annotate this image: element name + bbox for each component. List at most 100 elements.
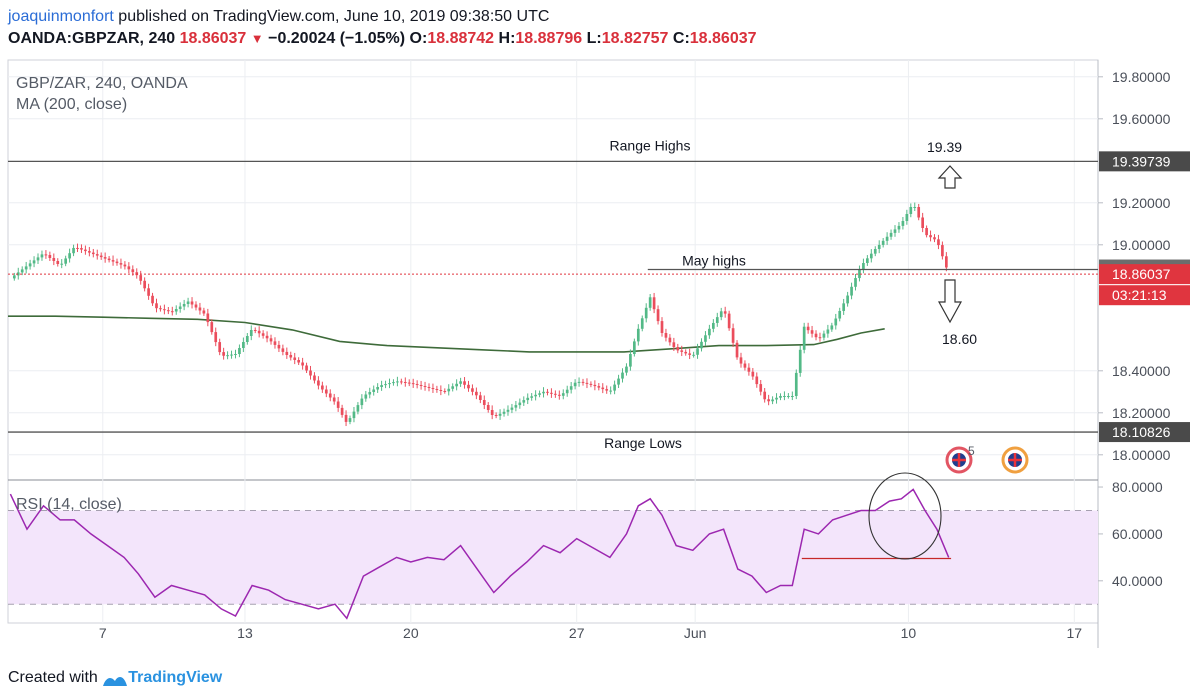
candle-body bbox=[842, 303, 846, 311]
candle-body bbox=[170, 311, 174, 313]
author-link[interactable]: joaquinmonfort bbox=[8, 8, 114, 25]
candle-body bbox=[585, 382, 589, 384]
candle-body bbox=[340, 407, 344, 415]
flag-event-icon-2[interactable] bbox=[1001, 446, 1029, 474]
candle-body bbox=[324, 389, 328, 394]
candle-body bbox=[941, 245, 944, 257]
rsi-line bbox=[9, 488, 950, 620]
candle-body bbox=[163, 309, 166, 311]
candle-body bbox=[917, 207, 921, 218]
candle-body bbox=[708, 328, 711, 336]
candle-body bbox=[16, 272, 20, 276]
candle-body bbox=[506, 409, 510, 412]
candle-body bbox=[798, 349, 802, 373]
candle-body bbox=[289, 355, 293, 358]
candle-body bbox=[285, 351, 289, 355]
candle-body bbox=[107, 258, 111, 261]
candle-body bbox=[838, 310, 842, 319]
candle-body bbox=[336, 401, 340, 408]
candle-body bbox=[182, 304, 186, 307]
x-tick-label: Jun bbox=[684, 625, 707, 641]
price-scale-label-bg bbox=[1099, 264, 1190, 285]
candle-body bbox=[498, 413, 502, 416]
candle-body bbox=[48, 255, 52, 258]
candle-body bbox=[609, 390, 613, 392]
price-scale-label: 18.86037 bbox=[1112, 266, 1171, 282]
candle-body bbox=[893, 229, 897, 233]
x-tick-label: 13 bbox=[237, 625, 253, 641]
candle-body bbox=[293, 357, 297, 360]
candle-body bbox=[522, 400, 526, 403]
candle-body bbox=[467, 384, 470, 389]
candle-body bbox=[901, 221, 905, 226]
x-tick-label: 20 bbox=[403, 625, 419, 641]
candle-body bbox=[356, 405, 360, 412]
candle-body bbox=[265, 335, 269, 339]
candle-body bbox=[174, 309, 178, 312]
candle-body bbox=[111, 260, 115, 262]
candle-body bbox=[234, 354, 237, 355]
candle-body bbox=[305, 365, 308, 371]
symbol-name: OANDA:GBPZAR, 240 bbox=[8, 30, 180, 47]
rsi-indicator-label: RSI (14, close) bbox=[16, 496, 122, 513]
candle-body bbox=[419, 385, 423, 386]
candle-body bbox=[625, 366, 628, 373]
candle-body bbox=[684, 351, 688, 354]
candle-body bbox=[443, 391, 447, 392]
candle-body bbox=[447, 388, 451, 392]
y-tick-label: 19.80000 bbox=[1112, 69, 1171, 85]
candle-body bbox=[554, 393, 557, 395]
candle-body bbox=[281, 348, 285, 352]
candle-body bbox=[368, 392, 372, 395]
low-value: 18.82757 bbox=[601, 30, 669, 47]
candle-body bbox=[277, 344, 281, 349]
candle-body bbox=[644, 307, 648, 319]
symbol-line: OANDA:GBPZAR, 240 18.86037 ▼ −0.20024 (−… bbox=[8, 28, 1188, 50]
candle-body bbox=[633, 341, 636, 354]
close-value: 18.86037 bbox=[689, 30, 757, 47]
ma-200-line bbox=[8, 315, 885, 353]
price-scale-label-bg bbox=[1099, 151, 1190, 172]
candle-body bbox=[715, 317, 719, 323]
candle-body bbox=[328, 393, 332, 398]
candle-body bbox=[787, 396, 790, 397]
candle-body bbox=[28, 263, 32, 267]
tradingview-brand[interactable]: TradingView bbox=[128, 669, 223, 686]
candle-body bbox=[198, 307, 202, 311]
candle-body bbox=[384, 384, 387, 386]
candle-body bbox=[557, 394, 561, 396]
candle-body bbox=[767, 399, 770, 402]
candle-body bbox=[313, 375, 316, 381]
x-tick-label: 27 bbox=[569, 625, 585, 641]
candle-body bbox=[897, 225, 901, 230]
candle-body bbox=[565, 389, 569, 394]
candle-body bbox=[478, 395, 482, 400]
candle-body bbox=[573, 382, 577, 387]
candle-body bbox=[131, 269, 135, 273]
candle-body bbox=[123, 264, 127, 267]
candle-body bbox=[60, 263, 64, 265]
candle-body bbox=[877, 244, 881, 249]
candle-body bbox=[88, 251, 91, 253]
candle-body bbox=[862, 263, 865, 270]
flag-event-icon[interactable]: 5 bbox=[945, 444, 975, 474]
publish-info: published on TradingView.com, June 10, 2… bbox=[113, 8, 550, 25]
candle-body bbox=[854, 278, 857, 287]
candle-body bbox=[723, 311, 727, 314]
candle-body bbox=[700, 341, 703, 349]
candle-body bbox=[20, 269, 24, 273]
candle-body bbox=[202, 310, 206, 314]
candle-body bbox=[119, 263, 123, 265]
candle-body bbox=[550, 392, 553, 394]
candle-body bbox=[621, 372, 624, 379]
candle-body bbox=[194, 304, 198, 308]
candle-body bbox=[352, 411, 356, 419]
candle-body bbox=[771, 399, 774, 402]
candle-body bbox=[463, 381, 466, 385]
y-tick-label: 19.60000 bbox=[1112, 111, 1171, 127]
rsi-tick-label: 80.0000 bbox=[1112, 479, 1163, 495]
candle-body bbox=[636, 328, 640, 342]
candle-body bbox=[810, 330, 814, 334]
candle-body bbox=[929, 235, 932, 238]
